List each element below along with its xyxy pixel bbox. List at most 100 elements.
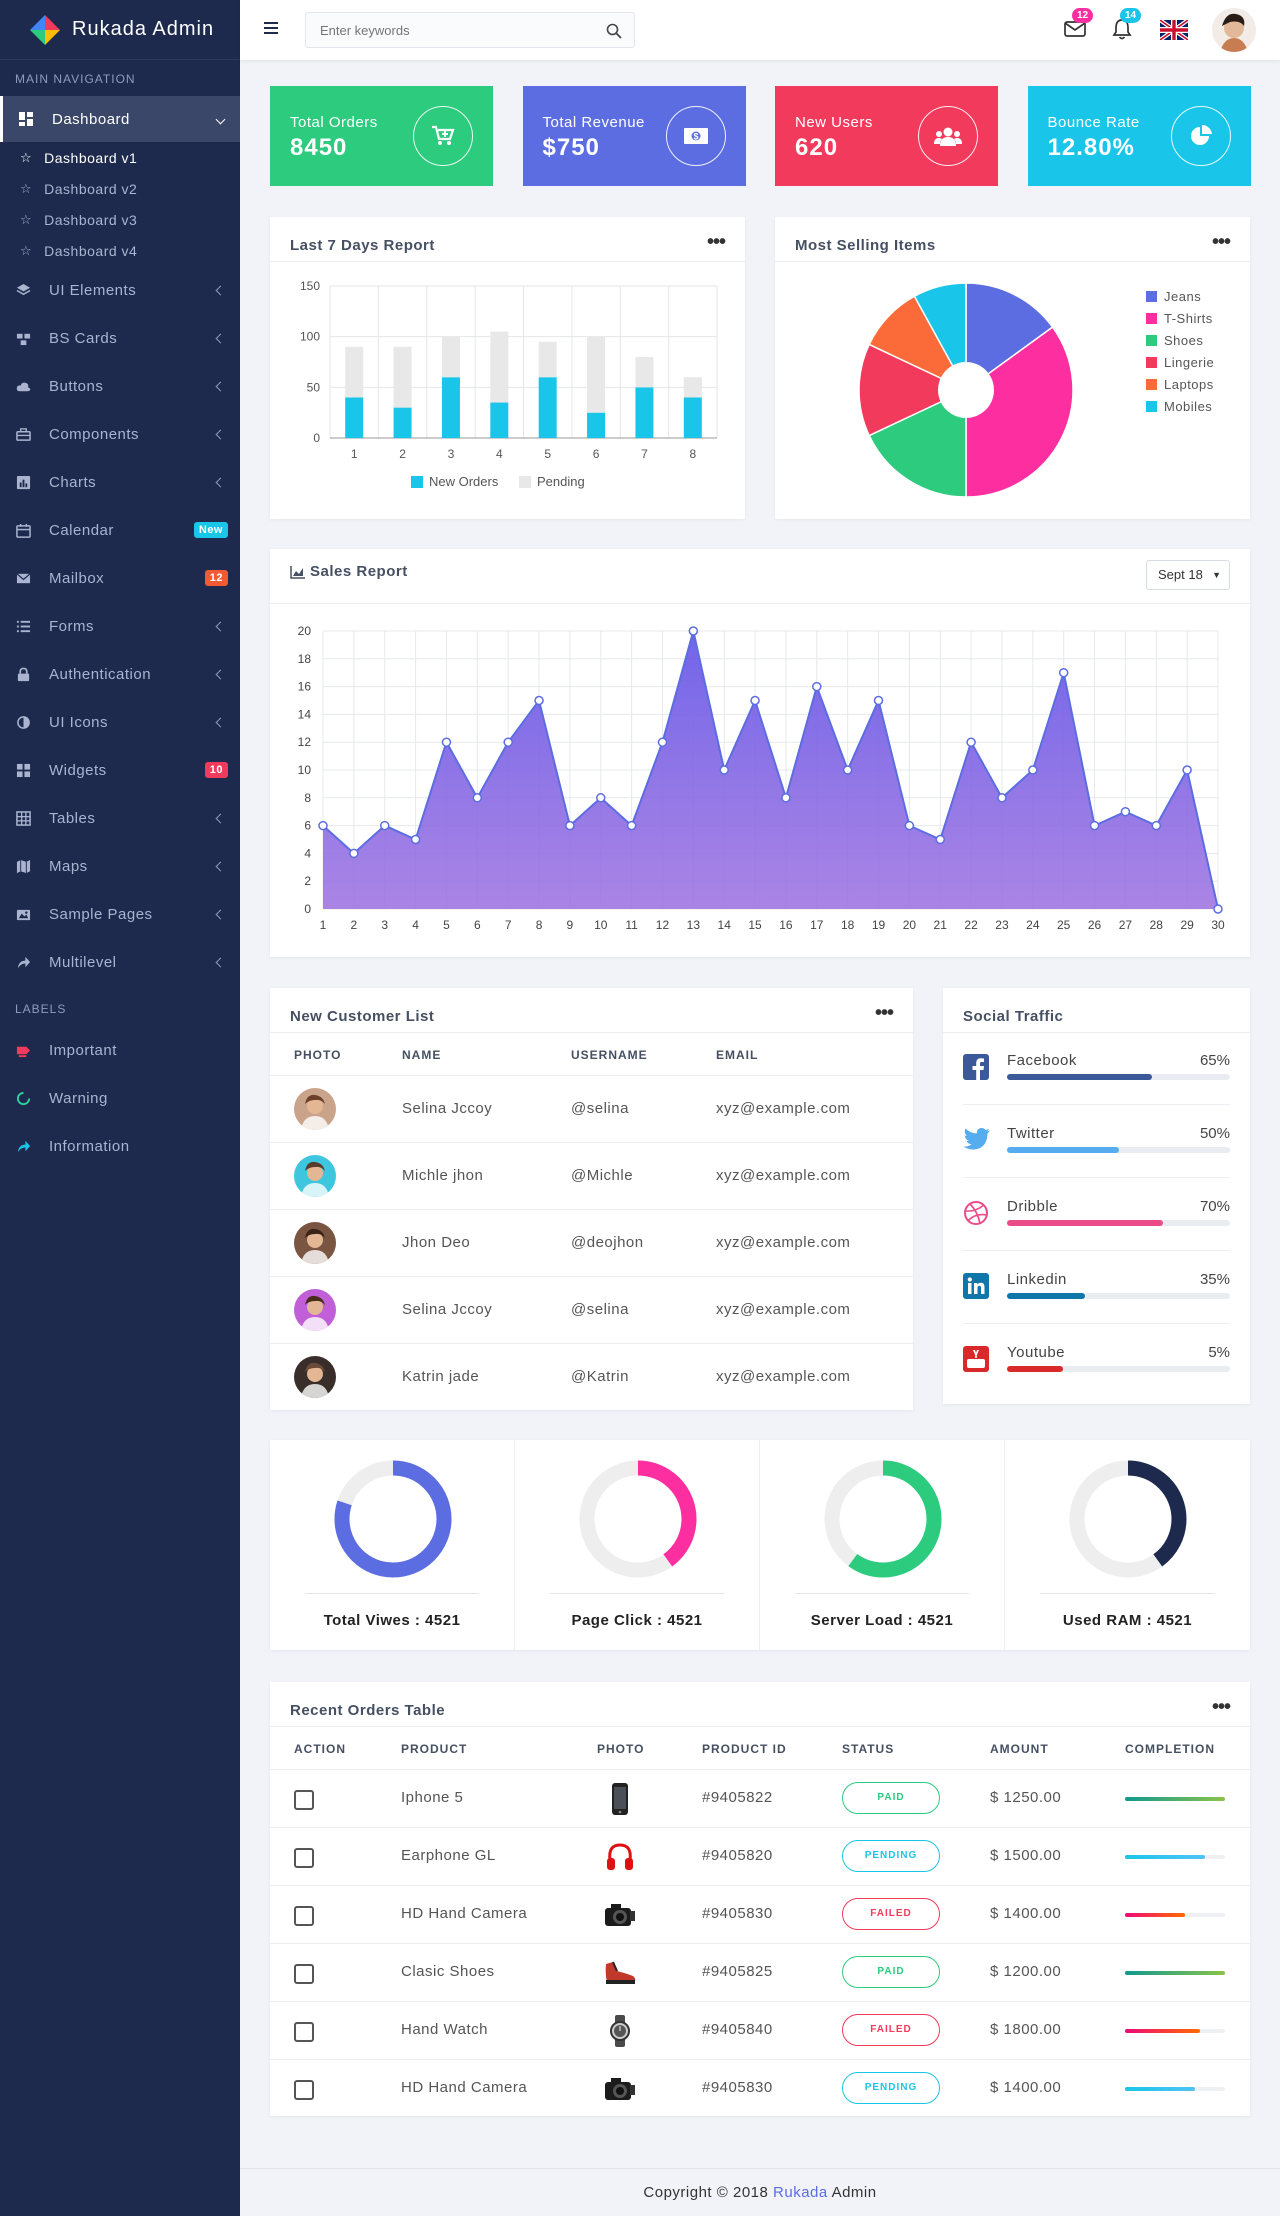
month-select[interactable]: Sept 18 ▼	[1146, 560, 1230, 590]
gauge-label: Total Viwes : 4521	[323, 1612, 461, 1629]
stat-card-total-revenue: Total Revenue $750 $	[522, 86, 746, 186]
notifications-button[interactable]: 14	[1112, 8, 1142, 42]
sidebar-item-authentication[interactable]: Authentication	[0, 650, 240, 698]
sidebar-item-components[interactable]: Components	[0, 410, 240, 458]
legend-label: Mobiles	[1164, 399, 1212, 414]
sidebar-item-forms[interactable]: Forms	[0, 602, 240, 650]
gauge-3: Server Load : 4521	[760, 1440, 1005, 1650]
order-product: Hand Watch	[401, 2021, 488, 2038]
x-tick-label: 4	[496, 447, 503, 461]
sidebar-item-ui-icons[interactable]: UI Icons	[0, 698, 240, 746]
table-row[interactable]: Selina Jccoy @selina xyz@example.com	[270, 1076, 913, 1143]
brand[interactable]: Rukada Admin	[0, 0, 240, 60]
language-selector[interactable]	[1158, 18, 1190, 42]
more-options-icon[interactable]: •••	[1211, 231, 1231, 253]
mail-button[interactable]: 12	[1064, 8, 1094, 42]
social-percent: 35%	[1199, 1271, 1230, 1288]
column-header: AMOUNT	[990, 1742, 1049, 1756]
sidebar-item-dashboard[interactable]: Dashboard	[0, 96, 240, 142]
sidebar-item-tables[interactable]: Tables	[0, 794, 240, 842]
hamburger-icon[interactable]	[264, 22, 278, 34]
social-name: Linkedin	[1007, 1271, 1067, 1288]
more-options-icon[interactable]: •••	[874, 1002, 894, 1024]
customer-email: xyz@example.com	[716, 1368, 851, 1385]
social-row-facebook[interactable]: Facebook 65%	[963, 1032, 1230, 1105]
order-id: #9405830	[702, 1905, 773, 1922]
social-row-twitter[interactable]: Twitter 50%	[963, 1105, 1230, 1178]
sidebar-item-label: UI Elements	[49, 281, 137, 299]
table-row[interactable]: Hand Watch #9405840 FAILED $ 1800.00	[270, 2002, 1250, 2060]
legend-swatch	[1146, 313, 1157, 324]
sales-point	[441, 737, 452, 747]
row-checkbox[interactable]	[294, 1848, 314, 1868]
social-row-linkedin[interactable]: Linkedin 35%	[963, 1251, 1230, 1324]
sidebar-badge: 12	[204, 570, 228, 586]
sidebar-item-label: BS Cards	[49, 329, 118, 347]
social-row-dribble[interactable]: Dribble 70%	[963, 1178, 1230, 1251]
table-row[interactable]: Clasic Shoes #9405825 PAID $ 1200.00	[270, 1944, 1250, 2002]
sidebar-item-buttons[interactable]: Buttons	[0, 362, 240, 410]
footer: Copyright © 2018 Rukada Admin	[240, 2168, 1280, 2216]
table-row[interactable]: Iphone 5 #9405822 PAID $ 1250.00	[270, 1770, 1250, 1828]
row-checkbox[interactable]	[294, 2080, 314, 2100]
x-tick-label: 8	[689, 447, 696, 461]
user-avatar[interactable]	[1212, 8, 1256, 52]
chevron-left-icon	[215, 429, 226, 439]
bar-pending	[441, 336, 460, 378]
table-row[interactable]: Jhon Deo @deojhon xyz@example.com	[270, 1210, 913, 1277]
sidebar-label-information[interactable]: Information	[0, 1122, 240, 1170]
chevron-left-icon	[215, 909, 226, 919]
sidebar-item-bs-cards[interactable]: BS Cards	[0, 314, 240, 362]
sidebar-subitem-dashboard-v4[interactable]: ☆ Dashboard v4	[0, 235, 240, 266]
x-tick-label: 8	[536, 918, 543, 932]
table-row[interactable]: HD Hand Camera #9405830 FAILED $ 1400.00	[270, 1886, 1250, 1944]
table-row[interactable]: Selina Jccoy @selina xyz@example.com	[270, 1277, 913, 1344]
sidebar-item-label: Tables	[49, 809, 96, 827]
sidebar-subitem-dashboard-v3[interactable]: ☆ Dashboard v3	[0, 204, 240, 235]
table-row[interactable]: Katrin jade @Katrin xyz@example.com	[270, 1344, 913, 1411]
sales-point	[318, 820, 328, 831]
row-checkbox[interactable]	[294, 1964, 314, 1984]
sidebar-label-text: Information	[49, 1137, 130, 1155]
sidebar-item-ui-elements[interactable]: UI Elements	[0, 266, 240, 314]
chevron-left-icon	[215, 333, 226, 343]
lock-icon	[15, 666, 31, 682]
x-tick-label: 24	[1026, 918, 1040, 932]
row-checkbox[interactable]	[294, 2022, 314, 2042]
search-input[interactable]	[306, 13, 586, 47]
x-tick-label: 19	[872, 918, 886, 932]
sidebar-item-maps[interactable]: Maps	[0, 842, 240, 890]
table-row[interactable]: HD Hand Camera #9405830 PENDING $ 1400.00	[270, 2060, 1250, 2118]
social-progress	[1007, 1147, 1230, 1153]
table-row[interactable]: Michle jhon @Michle xyz@example.com	[270, 1143, 913, 1210]
sidebar-item-label: Forms	[49, 617, 94, 635]
footer-brand-link[interactable]: Rukada	[773, 2184, 828, 2201]
sales-point	[842, 765, 853, 775]
bar-pending	[538, 341, 557, 378]
sidebar-label-important[interactable]: Important	[0, 1026, 240, 1074]
sidebar-item-multilevel[interactable]: Multilevel	[0, 938, 240, 986]
status-badge: PAID	[842, 1782, 940, 1814]
sidebar-label-warning[interactable]: Warning	[0, 1074, 240, 1122]
sidebar-item-mailbox[interactable]: Mailbox 12	[0, 554, 240, 602]
stat-value: $750	[542, 134, 600, 161]
card-title: Social Traffic	[963, 1008, 1064, 1025]
sidebar-subitem-dashboard-v2[interactable]: ☆ Dashboard v2	[0, 173, 240, 204]
sidebar-item-charts[interactable]: Charts	[0, 458, 240, 506]
social-row-youtube[interactable]: Youtube 5%	[963, 1324, 1230, 1397]
more-options-icon[interactable]: •••	[706, 231, 726, 253]
sales-point	[966, 737, 976, 747]
search-icon[interactable]	[606, 23, 622, 39]
sidebar-item-widgets[interactable]: Widgets 10	[0, 746, 240, 794]
briefcase-icon	[15, 426, 31, 442]
gauge-label: Page Click : 4521	[571, 1612, 703, 1629]
bar-new-orders	[490, 402, 509, 438]
more-options-icon[interactable]: •••	[1211, 1696, 1231, 1718]
row-checkbox[interactable]	[294, 1906, 314, 1926]
sidebar-item-calendar[interactable]: Calendar New	[0, 506, 240, 554]
y-tick-label: 50	[307, 380, 321, 394]
row-checkbox[interactable]	[294, 1790, 314, 1810]
sidebar-subitem-dashboard-v1[interactable]: ☆ Dashboard v1	[0, 142, 240, 173]
sidebar-item-sample-pages[interactable]: Sample Pages	[0, 890, 240, 938]
table-row[interactable]: Earphone GL #9405820 PENDING $ 1500.00	[270, 1828, 1250, 1886]
